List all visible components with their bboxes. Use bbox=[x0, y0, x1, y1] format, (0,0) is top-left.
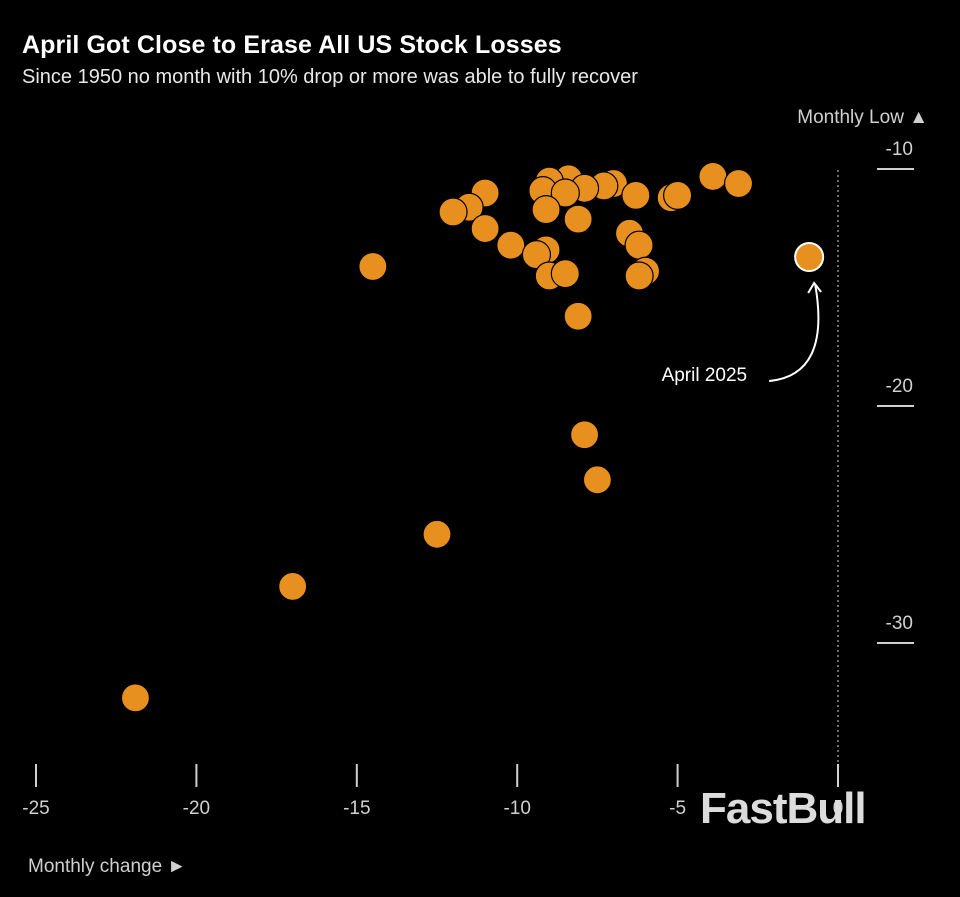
data-point bbox=[723, 168, 754, 199]
y-tick-label: -20 bbox=[886, 376, 913, 397]
data-point bbox=[470, 213, 500, 244]
data-point bbox=[521, 240, 552, 270]
y-tick-label: -30 bbox=[886, 613, 913, 634]
x-tick-label: -5 bbox=[669, 798, 686, 819]
data-point bbox=[438, 197, 468, 227]
annotation-arrow-line bbox=[769, 283, 820, 383]
annotation-label: April 2025 bbox=[662, 365, 748, 386]
fastbull-watermark: FastBull bbox=[700, 784, 867, 833]
data-point bbox=[531, 195, 561, 225]
data-point bbox=[278, 571, 308, 602]
data-point bbox=[563, 301, 593, 331]
data-point bbox=[624, 230, 654, 260]
y-tick-label: -10 bbox=[886, 139, 913, 160]
data-point bbox=[496, 230, 526, 260]
x-tick-label: -10 bbox=[503, 798, 530, 819]
chart-subtitle: Since 1950 no month with 10% drop or mor… bbox=[22, 66, 638, 88]
data-point bbox=[120, 683, 151, 713]
x-tick-label: -20 bbox=[183, 798, 210, 819]
x-tick-label: 0 bbox=[833, 798, 844, 819]
data-point bbox=[624, 261, 654, 291]
data-point bbox=[422, 519, 452, 549]
x-tick-label: -15 bbox=[343, 798, 370, 819]
x-tick-label: -25 bbox=[22, 798, 49, 819]
data-point bbox=[569, 420, 600, 450]
data-point bbox=[582, 465, 613, 495]
data-point bbox=[621, 180, 651, 210]
annotation-arrow-head bbox=[807, 281, 822, 294]
y-axis-label: Monthly Low ▲ bbox=[797, 107, 928, 128]
chart-title: April Got Close to Erase All US Stock Lo… bbox=[22, 31, 562, 59]
data-point bbox=[662, 180, 693, 210]
data-point bbox=[563, 204, 593, 234]
data-point bbox=[550, 178, 580, 208]
data-point bbox=[698, 161, 728, 192]
data-point bbox=[358, 251, 388, 282]
highlighted-point bbox=[794, 242, 825, 273]
x-axis-label: Monthly change ► bbox=[28, 856, 187, 877]
data-point bbox=[550, 259, 580, 289]
